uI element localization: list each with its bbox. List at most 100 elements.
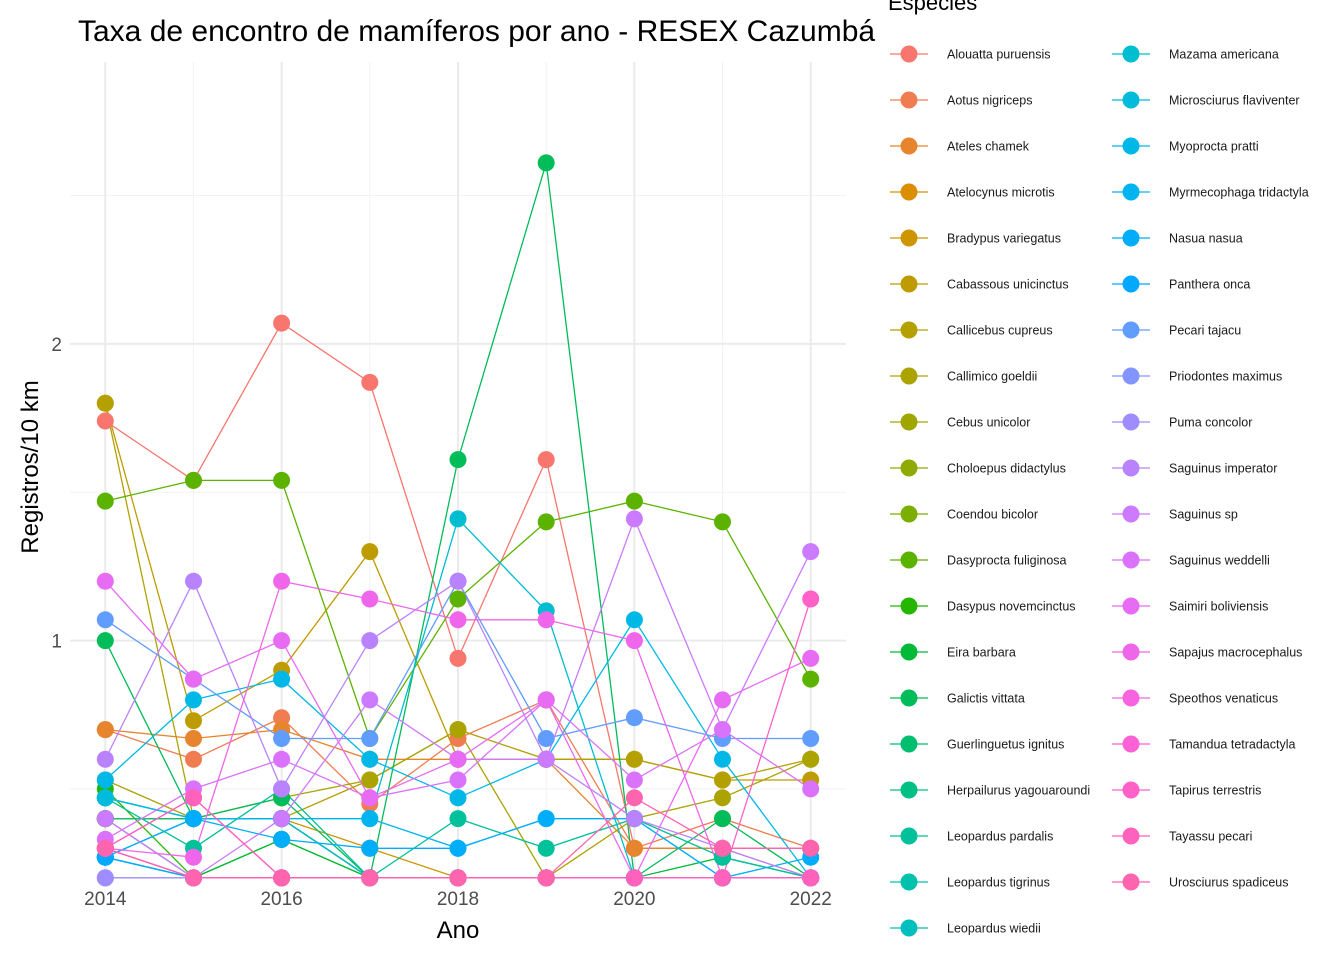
data-point: [361, 839, 379, 857]
x-axis-title: Ano: [437, 917, 480, 944]
data-point: [273, 730, 291, 747]
legend-key-point: [900, 643, 918, 661]
legend-key-point: [900, 137, 918, 155]
legend-item: Herpailurus yagouaroundi: [890, 781, 1090, 799]
data-point: [96, 869, 114, 887]
data-point: [449, 590, 467, 608]
legend-key-point: [900, 505, 918, 523]
data-point: [625, 709, 643, 727]
data-point: [714, 750, 731, 768]
data-point: [537, 839, 555, 857]
data-point: [625, 611, 643, 629]
data-point: [449, 771, 467, 789]
legend-item: Callimico goeldii: [890, 367, 1037, 385]
data-point: [185, 869, 202, 887]
data-point: [449, 839, 467, 857]
y-tick-label: 1: [51, 632, 62, 653]
legend-key-point: [1122, 781, 1140, 799]
legend-item: Speothos venaticus: [1112, 689, 1278, 707]
legend-label: Atelocynus microtis: [947, 186, 1055, 200]
legend-item: Choloepus didactylus: [890, 459, 1066, 477]
legend-label: Priodontes maximus: [1169, 370, 1282, 384]
legend-key-point: [1122, 137, 1140, 155]
x-tick-label: 2018: [437, 889, 479, 910]
legend-item: Microsciurus flaviventer: [1112, 91, 1300, 109]
legend-label: Dasypus novemcinctus: [947, 600, 1076, 614]
legend-key-point: [1122, 275, 1140, 293]
legend-label: Aotus nigriceps: [947, 94, 1032, 108]
data-point: [714, 789, 731, 807]
legend-label: Galictis vittata: [947, 692, 1025, 706]
legend-label: Dasyprocta fuliginosa: [947, 554, 1067, 568]
data-point: [449, 810, 467, 828]
legend-item: Tamandua tetradactyla: [1112, 735, 1296, 753]
legend-label: Eira barbara: [947, 646, 1016, 660]
data-point: [537, 451, 555, 469]
data-point: [714, 721, 731, 739]
legend-key-point: [1122, 643, 1140, 661]
data-point: [185, 750, 202, 768]
legend-label: Nasua nasua: [1169, 232, 1243, 246]
legend-label: Leopardus wiedii: [947, 922, 1041, 936]
legend-label: Sapajus macrocephalus: [1169, 646, 1302, 660]
data-point: [361, 771, 379, 789]
legend-item: Leopardus tigrinus: [890, 873, 1050, 891]
legend-label: Alouatta puruensis: [947, 48, 1051, 62]
data-point: [361, 789, 379, 807]
legend-key-point: [900, 275, 918, 293]
data-point: [185, 789, 202, 807]
legend-key-point: [900, 781, 918, 799]
data-point: [361, 373, 379, 391]
data-point: [96, 632, 114, 650]
y-axis-ticks: 12: [51, 335, 62, 653]
x-tick-label: 2014: [84, 889, 127, 910]
legend-key-point: [900, 459, 918, 477]
legend-item: Mazama americana: [1112, 45, 1279, 63]
data-point: [185, 848, 202, 866]
data-point: [537, 154, 555, 172]
data-point: [96, 412, 114, 430]
legend-key-point: [1122, 459, 1140, 477]
legend-item: Dasyprocta fuliginosa: [890, 551, 1067, 569]
legend-item: Ateles chamek: [890, 137, 1030, 155]
data-point: [96, 750, 114, 768]
data-point: [449, 649, 467, 667]
legend-label: Saguinus sp: [1169, 508, 1238, 522]
data-point: [537, 750, 555, 768]
legend-key-point: [1122, 183, 1140, 201]
legend-label: Tapirus terrestris: [1169, 784, 1261, 798]
legend-key-point: [900, 229, 918, 247]
legend-item: Saguinus imperator: [1112, 459, 1277, 477]
legend-label: Guerlinguetus ignitus: [947, 738, 1064, 752]
data-point: [449, 721, 467, 739]
data-point: [96, 572, 114, 590]
legend-item: Aotus nigriceps: [890, 91, 1032, 109]
data-point: [449, 510, 467, 528]
legend-key-point: [1122, 321, 1140, 339]
legend-label: Choloepus didactylus: [947, 462, 1066, 476]
legend-label: Mazama americana: [1169, 48, 1279, 62]
data-point: [273, 709, 291, 727]
legend-item: Coendou bicolor: [890, 505, 1038, 523]
legend-item: Eira barbara: [890, 643, 1016, 661]
data-point: [96, 394, 114, 412]
data-point: [537, 513, 555, 531]
data-point: [802, 543, 820, 561]
data-point: [185, 712, 202, 730]
legend-key-point: [900, 183, 918, 201]
legend-item: Tapirus terrestris: [1112, 781, 1261, 799]
legend-key-point: [900, 873, 918, 891]
legend-key-point: [900, 413, 918, 431]
legend-item: Saguinus weddelli: [1112, 551, 1270, 569]
data-point: [449, 451, 467, 469]
data-point: [273, 810, 291, 828]
legend-key-point: [900, 91, 918, 109]
data-point: [802, 839, 820, 857]
data-point: [625, 750, 643, 768]
legend-item: Puma concolor: [1112, 413, 1252, 431]
data-point: [361, 810, 379, 828]
x-tick-label: 2020: [613, 889, 655, 910]
legend-key-point: [1122, 505, 1140, 523]
data-point: [714, 810, 731, 828]
